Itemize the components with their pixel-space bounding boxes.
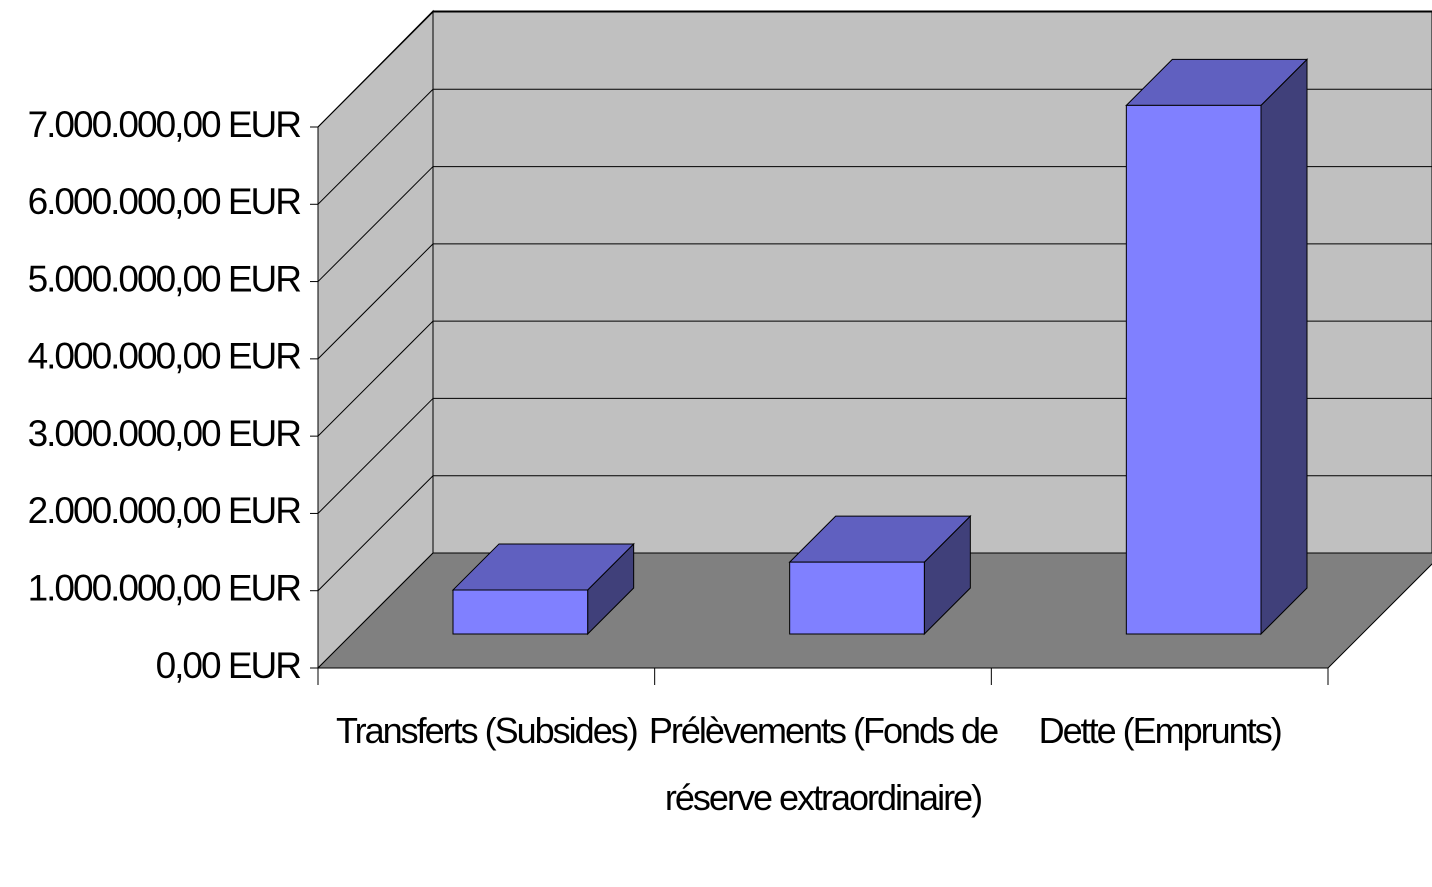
grid-line — [317, 11, 434, 128]
grid-line — [317, 475, 434, 592]
grid-line — [317, 243, 434, 360]
bar-front — [1125, 104, 1262, 635]
bar — [451, 542, 635, 636]
y-tick-label: 4.000.000,00 EUR — [28, 336, 301, 377]
bar — [788, 514, 972, 636]
x-tick-label: Transferts (Subsides) — [335, 710, 639, 751]
grid-line — [317, 166, 434, 282]
y-tick-label: 6.000.000,00 EUR — [28, 181, 301, 222]
bar-front — [452, 589, 589, 635]
y-tick-label: 2.000.000,00 EUR — [28, 490, 301, 531]
bar-side — [1260, 58, 1308, 636]
grid-line — [317, 398, 434, 514]
bar — [1125, 58, 1309, 636]
x-tick-label: Dette (Emprunts) — [1038, 710, 1283, 751]
y-tick-label: 3.000.000,00 EUR — [28, 413, 301, 454]
y-tick-label: 5.000.000,00 EUR — [28, 258, 301, 299]
y-tick-label: 0,00 EUR — [156, 645, 301, 686]
x-tick-label: Prélèvements (Fonds de réserve extraordi… — [648, 710, 999, 818]
bar-front — [789, 561, 925, 635]
grid-line — [317, 320, 434, 437]
y-tick-label: 7.000.000,00 EUR — [28, 104, 301, 145]
grid-line — [317, 88, 434, 205]
y-tick-label: 1.000.000,00 EUR — [28, 567, 301, 608]
